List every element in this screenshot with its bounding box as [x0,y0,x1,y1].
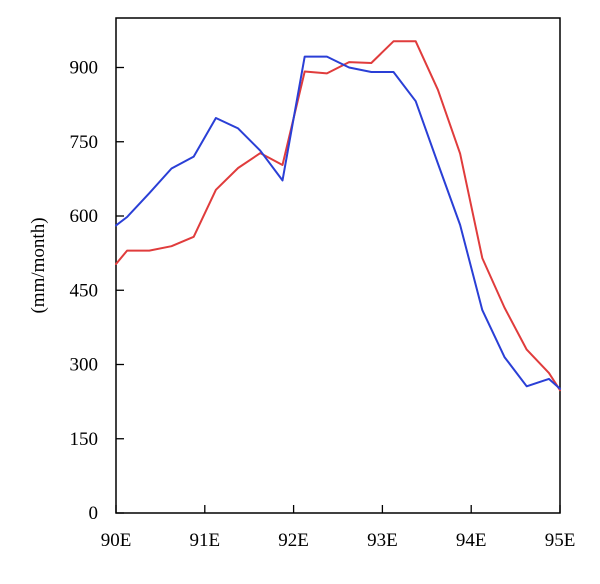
x-tick-label: 94E [456,530,487,551]
y-tick-label: 450 [70,280,99,301]
y-tick-label: 0 [89,503,99,524]
plot-frame [115,17,561,514]
y-axis-label: (mm/month) [28,217,49,313]
y-axis: 0 150 300 450 600 750 900 [70,58,124,524]
series-line-2 [115,55,561,390]
series-layer [115,40,561,392]
y-tick-label: 750 [70,132,99,153]
x-tick-label: 91E [189,530,220,551]
y-tick-label: 300 [70,355,99,376]
x-tick-label: 92E [278,530,309,551]
y-tick-label: 150 [70,429,99,450]
y-tick-label: 900 [70,58,99,79]
plot-border [115,17,561,514]
series-line-1 [115,40,561,392]
x-tick-label: 93E [367,530,398,551]
x-tick-label: 90E [101,530,132,551]
x-axis: 90E 91E 92E 93E 94E 95E [101,505,576,551]
x-tick-label: 95E [545,530,576,551]
y-tick-label: 600 [70,206,99,227]
